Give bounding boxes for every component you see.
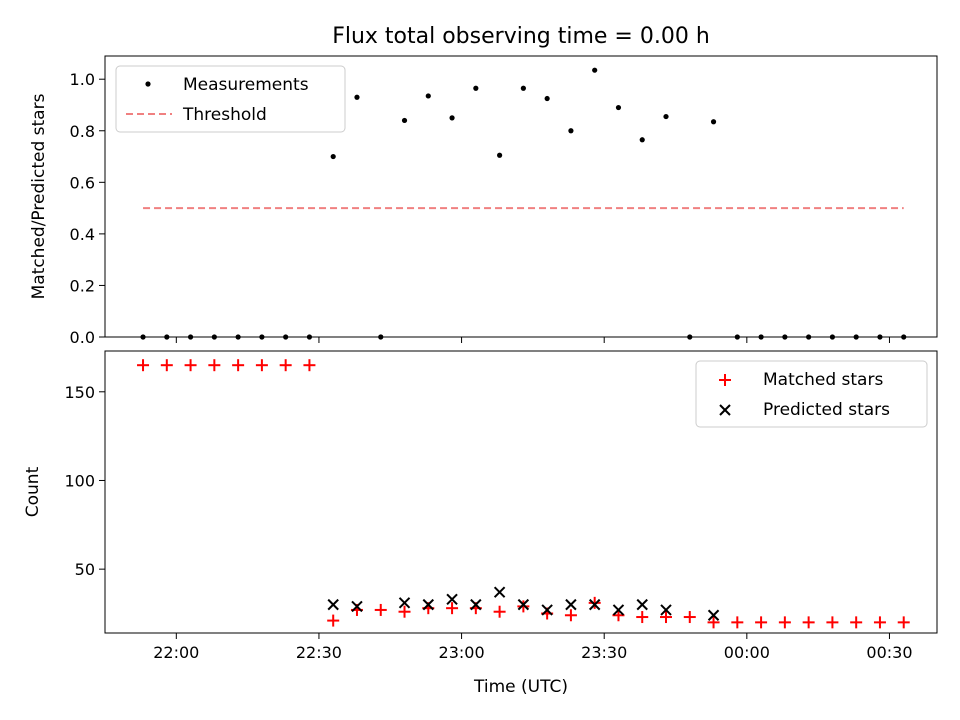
legend-bottom: Matched stars Predicted stars (695, 360, 928, 428)
matched-star-point (493, 605, 506, 618)
matched-star-point (398, 605, 411, 618)
legend-matched-marker (719, 374, 731, 386)
predicted-star-point (398, 597, 411, 609)
measurement-point (568, 128, 574, 134)
legend-measurements-label: Measurements (183, 75, 309, 95)
bottom-ylabel: Count (23, 466, 43, 517)
measurement-point (449, 115, 455, 121)
predicted-star-point (707, 609, 720, 621)
matched-star-point (755, 616, 768, 629)
legend-top-frame (115, 65, 346, 133)
predicted-star-point (446, 593, 458, 606)
top-ytick-label: 0.2 (70, 276, 95, 295)
matched-star-point (160, 359, 173, 372)
predicted-star-point (612, 604, 625, 616)
predicted-star-point (493, 586, 506, 598)
legend-predicted-label: Predicted stars (763, 400, 890, 420)
matched-star-point (873, 616, 886, 629)
bottom-axes-frame (104, 350, 938, 634)
matched-star-point (731, 616, 744, 629)
top-ytick-label: 0.6 (70, 173, 95, 192)
measurement-point (354, 94, 360, 100)
bottom-xtick-label: 22:00 (153, 643, 199, 662)
legend-threshold-label: Threshold (182, 105, 267, 125)
measurement-point (592, 67, 598, 73)
measurement-point (401, 117, 408, 124)
matched-star-point (802, 616, 815, 629)
matched-star-point (683, 611, 696, 624)
legend-bottom-frame (695, 360, 928, 428)
matched-star-point (303, 359, 316, 372)
predicted-star-point (588, 598, 601, 611)
matched-star-point (660, 611, 673, 624)
predicted-star-point (636, 598, 648, 611)
matched-star-point (208, 359, 221, 372)
predicted-star-point (517, 598, 530, 611)
predicted-star-point (565, 598, 577, 611)
matched-star-point (826, 616, 839, 629)
matched-star-point (778, 616, 791, 629)
predicted-star-point (541, 604, 553, 616)
matched-star-point (446, 602, 459, 615)
bottom-ytick-label: 100 (64, 471, 95, 490)
top-ylabel: Matched/Predicted stars (29, 93, 49, 299)
legend-top: Measurements Threshold (115, 65, 346, 133)
measurement-point (473, 85, 479, 91)
top-ytick-label: 1.0 (70, 70, 95, 89)
predicted-star-point (422, 598, 434, 611)
matched-star-point (564, 609, 577, 622)
legend-measurements-marker (145, 81, 151, 87)
bottom-xlabel: Time (UTC) (473, 677, 568, 697)
bottom-plot: 50 100 150 22:00 22:30 23:00 23:30 00:00 00:30 Co… (23, 350, 938, 697)
measurement-point (710, 119, 717, 125)
bottom-xtick-label: 23:00 (439, 643, 485, 662)
measurement-point (520, 85, 526, 91)
matched-star-point (232, 359, 245, 372)
measurement-point (639, 137, 645, 143)
bottom-ytick-label: 50 (75, 560, 95, 579)
matched-star-point (588, 596, 601, 609)
bottom-xtick-label: 00:00 (724, 643, 770, 662)
matched-star-point (327, 614, 340, 627)
top-axes-frame (104, 55, 938, 338)
measurement-point (330, 153, 336, 160)
measurement-point (663, 113, 669, 120)
matched-star-point (255, 359, 268, 372)
matched-star-point (707, 616, 720, 629)
matched-star-point (897, 616, 910, 629)
measurement-point (425, 93, 431, 99)
predicted-star-point (470, 598, 482, 611)
predicted-star-point (327, 598, 339, 611)
predicted-star-point (351, 600, 363, 613)
top-ytick-label: 0.4 (70, 225, 95, 244)
chart-title: Flux total observing time = 0.00 h (332, 24, 710, 49)
measurement-point (497, 152, 503, 158)
matched-star-point (850, 616, 863, 629)
matched-star-point (517, 600, 530, 613)
top-ytick-label: 0.0 (70, 328, 95, 347)
matched-star-point (184, 359, 197, 372)
matched-star-point (374, 603, 387, 616)
predicted-star-point (660, 604, 672, 616)
measurement-point (544, 95, 550, 102)
legend-matched-label: Matched stars (763, 370, 883, 390)
bottom-xtick-label: 23:30 (581, 643, 627, 662)
matched-star-point (636, 611, 649, 624)
top-plot: 0.0 0.2 0.4 0.6 0.8 1.0 Matched/Predicted star… (29, 55, 938, 347)
legend-predicted-marker (719, 404, 731, 416)
measurement-point (615, 104, 622, 111)
matched-star-point (137, 359, 150, 372)
bottom-xtick-label: 00:30 (866, 643, 912, 662)
matched-star-point (279, 359, 292, 372)
bottom-ytick-label: 150 (64, 383, 95, 402)
bottom-xtick-label: 22:30 (296, 643, 342, 662)
top-ytick-label: 0.8 (70, 122, 95, 141)
